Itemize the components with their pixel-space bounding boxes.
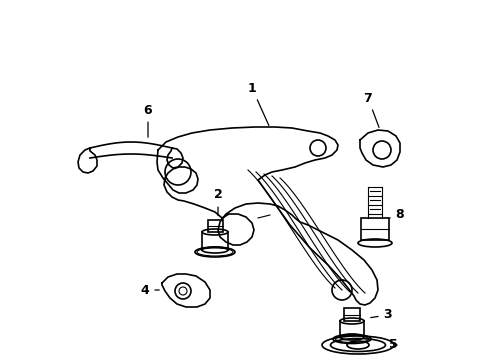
- Text: 3: 3: [370, 309, 391, 321]
- Text: 1: 1: [247, 81, 268, 126]
- Text: 8: 8: [389, 208, 404, 221]
- Text: 6: 6: [143, 104, 152, 137]
- Bar: [207, 220, 222, 232]
- Text: 7: 7: [363, 91, 378, 127]
- Text: 5: 5: [388, 338, 397, 351]
- Bar: [360, 218, 388, 240]
- Text: 4: 4: [141, 284, 159, 297]
- Bar: [343, 308, 359, 321]
- Text: 2: 2: [213, 189, 222, 215]
